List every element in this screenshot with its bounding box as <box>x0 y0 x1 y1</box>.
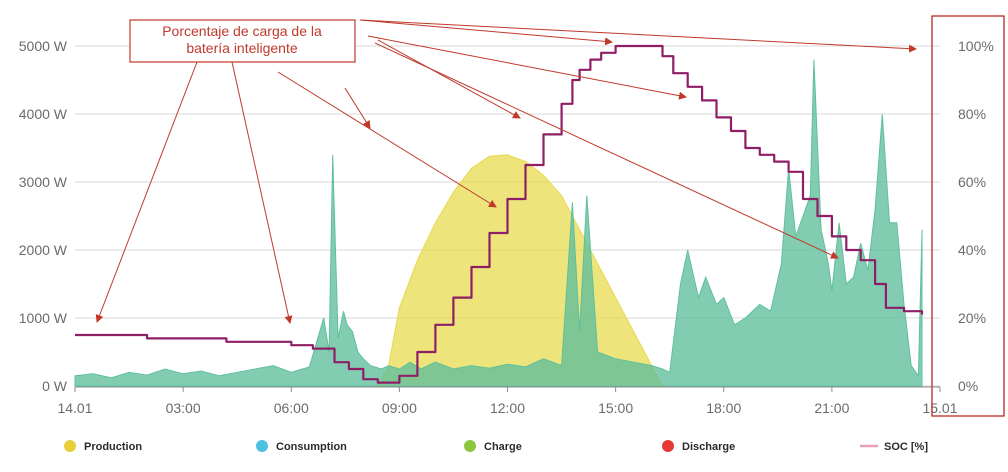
legend-label: SOC [%] <box>884 441 928 453</box>
annotation-text-line: batería inteligente <box>186 40 298 56</box>
legend-label: Discharge <box>682 441 735 453</box>
annotation-arrow <box>359 19 917 53</box>
y-left-tick-label: 0 W <box>42 378 68 394</box>
legend-label: Production <box>84 441 142 453</box>
x-tick-label: 09:00 <box>382 400 417 416</box>
x-tick-label: 18:00 <box>706 400 741 416</box>
annotation-arrow <box>231 61 293 324</box>
legend-item-soc: SOC [%] <box>860 441 928 453</box>
legend-item-discharge: Discharge <box>662 440 735 453</box>
annotation-arrow <box>367 35 687 100</box>
soc-line <box>75 44 924 384</box>
legend-item-consumption: Consumption <box>256 440 347 453</box>
y-left-tick-label: 1000 W <box>19 310 68 326</box>
y-right-tick-label: 80% <box>958 106 986 122</box>
x-tick-label: 21:00 <box>814 400 849 416</box>
y-right-tick-label: 60% <box>958 174 986 190</box>
right-axis-highlight-box <box>931 15 1005 417</box>
annotation-arrow <box>277 71 497 208</box>
axes: 0 W 1000 W 2000 W 3000 W 4000 W 5000 W 0% 20% 40… <box>19 38 994 416</box>
x-tick-label: 12:00 <box>490 400 525 416</box>
legend: Production Consumption Charge Discharge SOC … <box>64 440 928 453</box>
legend-marker <box>662 440 674 452</box>
legend-marker <box>64 440 76 452</box>
legend-marker <box>256 440 268 452</box>
legend-item-charge: Charge <box>464 440 522 453</box>
y-left-tick-label: 5000 W <box>19 38 68 54</box>
area-consumption <box>74 59 923 387</box>
legend-marker <box>464 440 476 452</box>
x-tick-label: 14.01 <box>57 400 92 416</box>
x-tick-label: 15:00 <box>598 400 633 416</box>
legend-label: Consumption <box>276 441 347 453</box>
annotation-arrow <box>377 39 521 119</box>
annotation-box <box>129 19 356 63</box>
annotation-text-line: Porcentaje de carga de la <box>162 23 322 39</box>
annotation-arrow <box>374 42 839 259</box>
annotation-arrow <box>359 19 613 46</box>
area-series <box>74 59 923 387</box>
y-left-tick-label: 4000 W <box>19 106 68 122</box>
y-right-tick-label: 100% <box>958 38 994 54</box>
x-tick-label: 03:00 <box>166 400 201 416</box>
x-tick-label: 06:00 <box>274 400 309 416</box>
annotation-arrow <box>95 61 198 323</box>
y-right-tick-label: 20% <box>958 310 986 326</box>
annotation-arrow <box>344 87 371 129</box>
legend-item-production: Production <box>64 440 142 453</box>
y-left-tick-label: 2000 W <box>19 242 68 258</box>
y-right-tick-label: 0% <box>958 378 978 394</box>
y-left-tick-label: 3000 W <box>19 174 68 190</box>
soc-series <box>75 44 924 384</box>
y-right-tick-label: 40% <box>958 242 986 258</box>
x-tick-label: 15.01 <box>922 400 957 416</box>
legend-label: Charge <box>484 441 522 453</box>
